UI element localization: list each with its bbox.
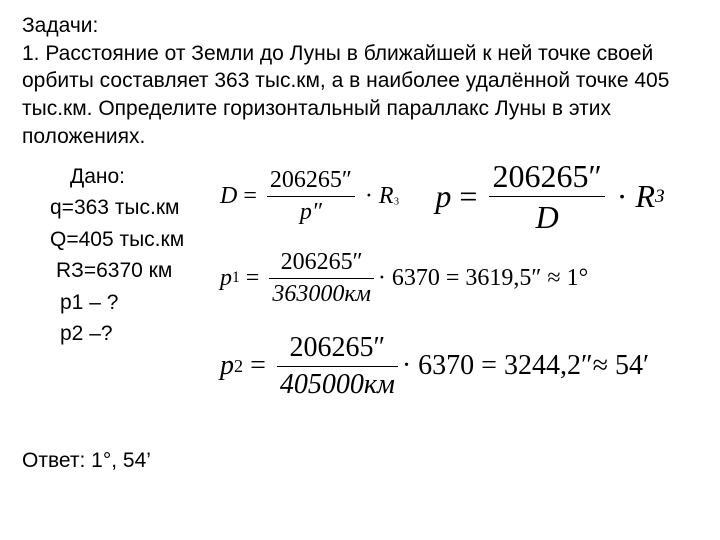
given-line: p1 – ? bbox=[50, 287, 220, 319]
tasks-label: Задачи: bbox=[22, 14, 98, 37]
formula-area: D = 206265″ p″ · R₃ p = 206265″ bbox=[220, 157, 665, 414]
given-line: q=363 тыс.км bbox=[50, 192, 220, 224]
formula-D: D = 206265″ p″ · R₃ bbox=[220, 166, 399, 227]
given-line: p2 –? bbox=[50, 318, 220, 350]
given-line: Q=405 тыс.км bbox=[50, 224, 220, 256]
formula-p2: p2 = 206265″ 405000км · 6370 = 3244,2″≈ … bbox=[220, 331, 665, 401]
formula-row-top: D = 206265″ p″ · R₃ p = 206265″ bbox=[220, 157, 665, 237]
given-block: Дано: q=363 тыс.км Q=405 тыс.км RЗ=6370 … bbox=[22, 157, 220, 350]
problem-statement: 1. Расстояние от Земли до Луны в ближайш… bbox=[22, 42, 669, 148]
formula-p: p = 206265″ D · RЗ bbox=[435, 157, 664, 237]
answer-line: Ответ: 1°, 54’ bbox=[22, 447, 698, 475]
formula-p1: p1 = 206265″ 363000км · 6370 = 3619,5″ ≈… bbox=[220, 248, 665, 309]
problem-heading: Задачи: 1. Расстояние от Земли до Луны в… bbox=[22, 12, 698, 151]
page: Задачи: 1. Расстояние от Земли до Луны в… bbox=[0, 0, 720, 487]
content-row: Дано: q=363 тыс.км Q=405 тыс.км RЗ=6370 … bbox=[22, 157, 698, 414]
given-line: RЗ=6370 км bbox=[50, 255, 220, 287]
given-header: Дано: bbox=[50, 161, 220, 193]
